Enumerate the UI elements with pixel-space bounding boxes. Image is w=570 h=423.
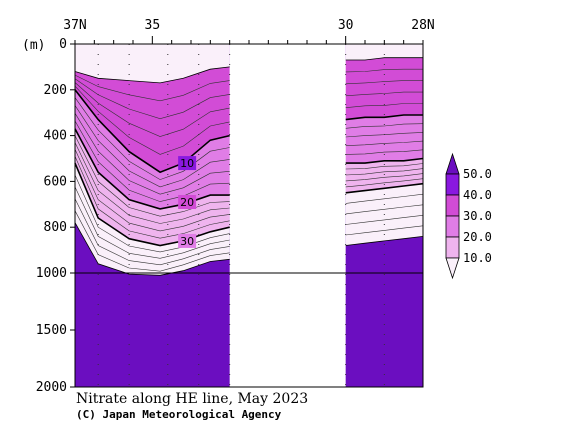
contour-sub-0-3-3	[74, 198, 230, 266]
colorbar-label-1: 40.0	[463, 188, 492, 202]
contour-sub-0-1-4	[74, 120, 230, 202]
y-tick-label-4: 800	[44, 220, 67, 235]
contour-labels: 10 20 30	[178, 156, 197, 248]
contour-line-1-4	[345, 236, 424, 246]
contour-line-1-0	[345, 57, 423, 61]
y-tick-label-0: 0	[59, 37, 67, 52]
contour-sub-1-1-4	[345, 149, 424, 155]
colorbar-label-4: 10.0	[463, 251, 492, 265]
colorbar-label-0: 50.0	[463, 167, 492, 181]
contour-fills	[75, 44, 423, 387]
contour-sub-0-1-3	[74, 113, 230, 195]
y-axis-unit: (m)	[22, 38, 45, 53]
contour-sub-0-2-1	[74, 135, 230, 217]
contour-line-0-0	[74, 66, 230, 84]
contour-sub-0-2-3	[74, 149, 230, 232]
contour-sub-1-2-1	[345, 163, 424, 170]
credit-text: (C) Japan Meteorological Agency	[76, 408, 282, 421]
y-tick-label-3: 600	[44, 174, 67, 189]
contour-sub-0-0-4	[74, 85, 230, 155]
colorbar-arrow-top	[445, 152, 460, 175]
contour-label-bg-2	[178, 233, 197, 248]
contour-sub-1-3-2	[345, 204, 424, 215]
contour-sub-1-2-2	[345, 168, 424, 176]
contour-line-1-3	[345, 182, 424, 194]
contour-sub-1-2-3	[345, 173, 424, 182]
contour-sub-0-3-2	[74, 186, 230, 259]
contour-sub-0-2-4	[74, 156, 230, 239]
contour-label-0: 10	[180, 157, 194, 170]
x-tick-label-3: 28N	[411, 18, 434, 33]
y-tick-label-7: 2000	[36, 380, 67, 395]
contour-label-bg-0	[178, 156, 197, 171]
contour-sub-1-0-4	[345, 103, 423, 108]
colorbar-swatch-0	[445, 173, 460, 196]
contour-label-2: 30	[180, 235, 194, 248]
contour-line-0-3	[74, 162, 230, 247]
contour-sub-1-0-1	[345, 68, 423, 73]
contour-label-1: 20	[180, 196, 194, 209]
contour-sub-0-1-1	[74, 97, 230, 180]
contour-line-0-4	[74, 222, 230, 276]
contour-sub-1-3-3	[345, 215, 424, 225]
colorbar: 50.0 40.0 30.0 20.0 10.0	[445, 152, 492, 280]
contour-line-0-2	[74, 128, 230, 210]
colorbar-swatch-1	[445, 194, 460, 217]
contour-sub-1-2-4	[345, 178, 424, 188]
contour-sub-1-3-4	[345, 225, 424, 236]
colorbar-label-3: 20.0	[463, 230, 492, 244]
y-tick-label-5: 1000	[36, 266, 67, 281]
fill-surface-0	[75, 44, 230, 83]
colorbar-label-2: 30.0	[463, 209, 492, 223]
contour-sub-0-1-2	[74, 105, 230, 188]
contour-sub-1-0-2	[345, 80, 423, 85]
colorbar-swatch-2	[445, 215, 460, 238]
contour-lines	[74, 44, 424, 387]
contour-sub-1-0-3	[345, 91, 423, 97]
x-tick-label-2: 30	[338, 18, 354, 33]
contour-sub-0-2-2	[74, 142, 230, 224]
contour-line-1-1	[345, 114, 423, 121]
no-data-gap	[229, 44, 346, 387]
colorbar-swatch-3	[445, 236, 460, 259]
x-tick-label-1: 35	[145, 18, 161, 33]
axes: 37N 35 30 28N 0 200 400 600 800 1000 1500 2000	[36, 18, 435, 395]
contour-sub-0-0-1	[74, 74, 230, 102]
chart-title: Nitrate along HE line, May 2023	[76, 391, 308, 407]
contour-label-bg-1	[178, 195, 197, 210]
contour-line-0-1	[74, 89, 230, 174]
contour-sub-1-1-1	[345, 123, 424, 129]
contour-line-1-2	[345, 157, 424, 164]
contour-sub-1-1-3	[345, 140, 424, 146]
x-tick-label-0: 37N	[63, 18, 86, 33]
contour-sub-0-0-3	[74, 82, 230, 137]
fill-surface-1	[345, 44, 423, 60]
y-tick-label-1: 200	[44, 83, 67, 98]
contour-sub-1-3-1	[345, 193, 424, 204]
y-tick-label-6: 1500	[36, 323, 67, 338]
colorbar-arrow-bottom	[445, 257, 460, 280]
y-tick-label-2: 400	[44, 129, 67, 144]
contour-sub-0-3-1	[74, 174, 230, 253]
